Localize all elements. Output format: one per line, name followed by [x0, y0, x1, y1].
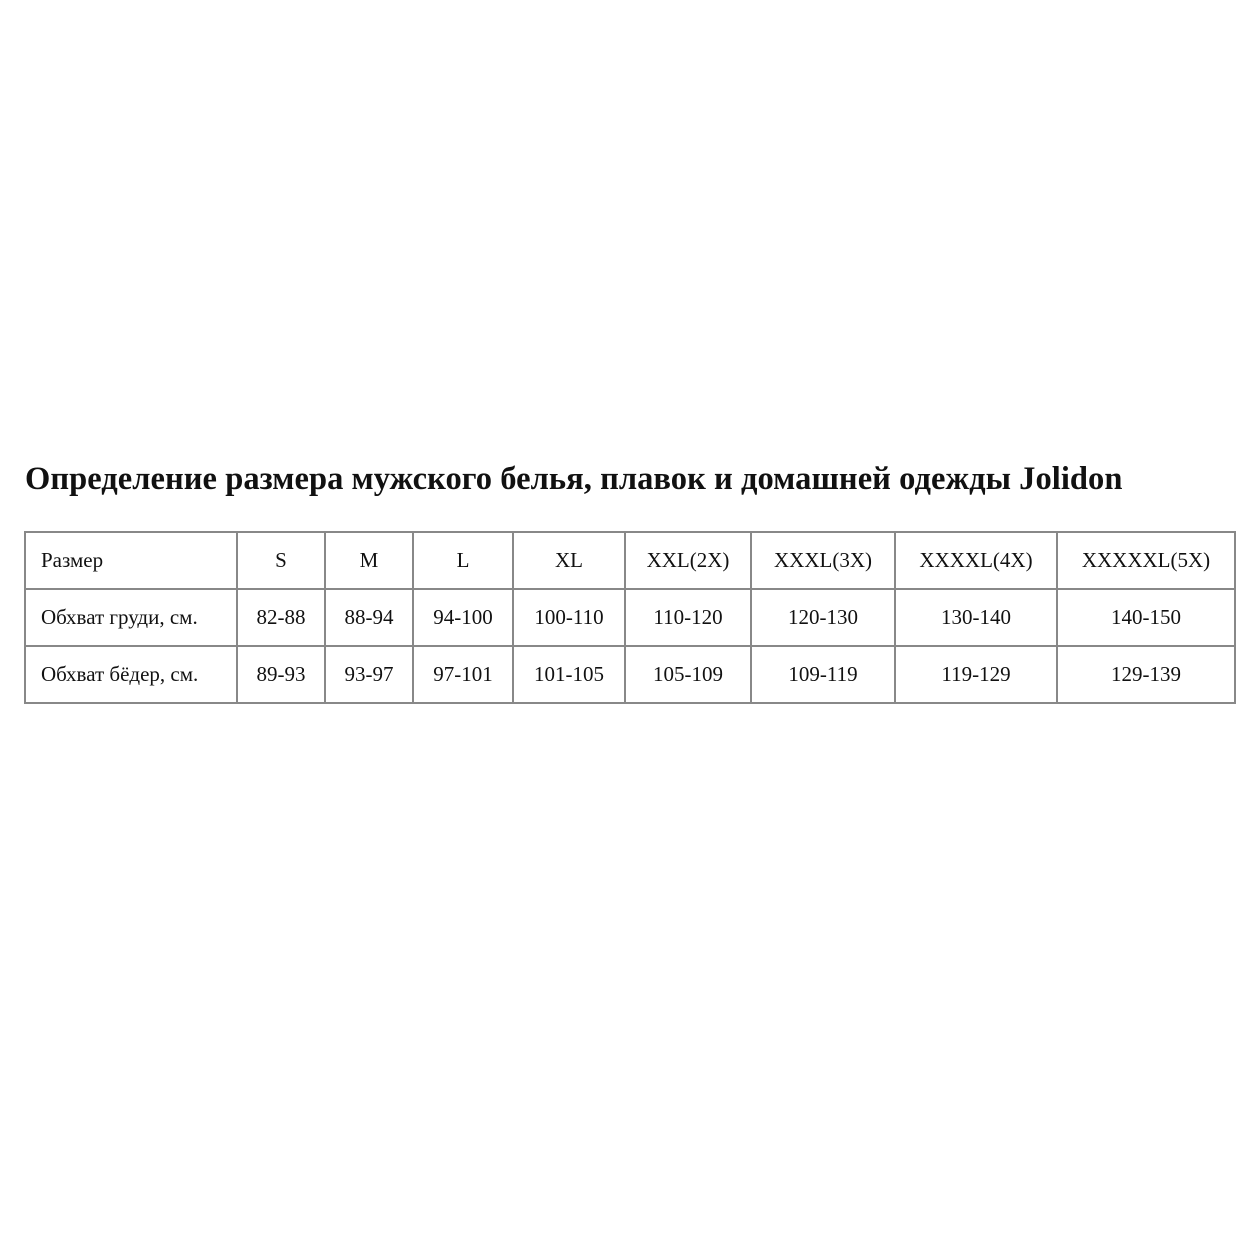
table-cell: XXXXL(4X): [894, 531, 1058, 590]
row-label: Обхват груди, см.: [24, 588, 238, 647]
page-title: Определение размера мужского белья, плав…: [25, 461, 1123, 497]
table-cell: 93-97: [324, 645, 414, 704]
table-cell: 94-100: [412, 588, 514, 647]
size-chart-table: Размер S M L XL XXL(2X) XXXL(3X) XXXXL(4X) XXXXX…: [24, 531, 1236, 704]
table-cell: 130-140: [894, 588, 1058, 647]
table-cell: 109-119: [750, 645, 896, 704]
table-cell: XXXXXL(5X): [1056, 531, 1236, 590]
table-cell: 110-120: [624, 588, 752, 647]
table-cell: 88-94: [324, 588, 414, 647]
table-cell: XL: [512, 531, 626, 590]
row-label: Размер: [24, 531, 238, 590]
table-cell: 140-150: [1056, 588, 1236, 647]
table-cell: 119-129: [894, 645, 1058, 704]
table-cell: 89-93: [236, 645, 326, 704]
table-cell: 82-88: [236, 588, 326, 647]
table-cell: S: [236, 531, 326, 590]
row-label: Обхват бёдер, см.: [24, 645, 238, 704]
table-cell: 97-101: [412, 645, 514, 704]
table-row: Обхват бёдер, см. 89-93 93-97 97-101 101-105…: [24, 645, 1236, 704]
table-cell: 100-110: [512, 588, 626, 647]
table-cell: XXL(2X): [624, 531, 752, 590]
table-cell: 105-109: [624, 645, 752, 704]
table-cell: 101-105: [512, 645, 626, 704]
table-row: Обхват груди, см. 82-88 88-94 94-100 100-110…: [24, 588, 1236, 647]
table-cell: XXXL(3X): [750, 531, 896, 590]
table-cell: 120-130: [750, 588, 896, 647]
table-cell: M: [324, 531, 414, 590]
table-cell: 129-139: [1056, 645, 1236, 704]
table-header-row: Размер S M L XL XXL(2X) XXXL(3X) XXXXL(4X) XXXXX…: [24, 531, 1236, 590]
table-cell: L: [412, 531, 514, 590]
